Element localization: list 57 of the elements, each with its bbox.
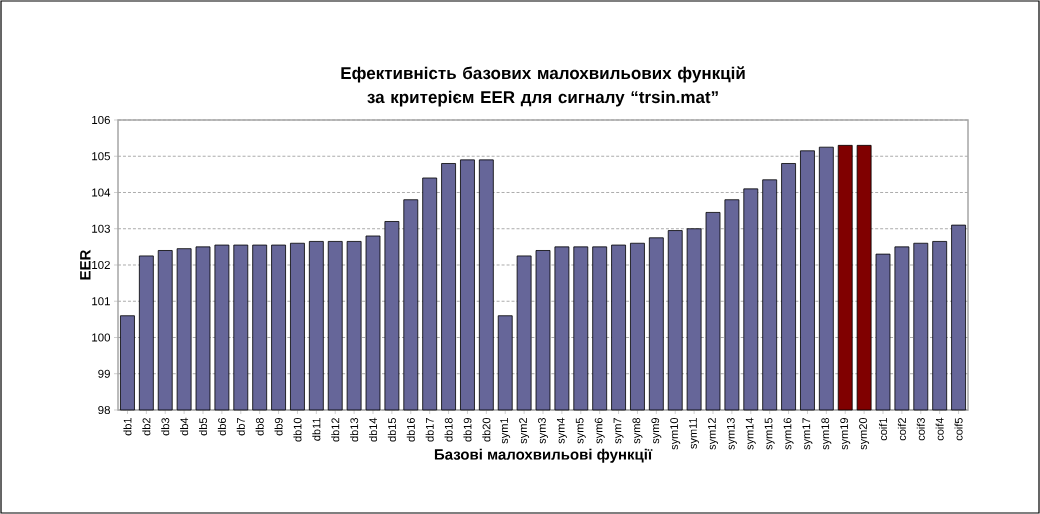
x-tick-label: db13 — [350, 417, 359, 442]
x-tick-label: coif3 — [916, 417, 925, 441]
x-tick-label: sym3 — [538, 417, 548, 444]
x-tick-label: sym15 — [764, 417, 775, 450]
y-tick-label: 98 — [98, 405, 110, 415]
x-tick-label: sym16 — [783, 417, 794, 450]
y-tick-label: 103 — [92, 224, 110, 233]
x-tick-label: sym20 — [859, 417, 870, 450]
x-tick-label: coif1 — [878, 418, 888, 441]
x-tick-label: sym4 — [556, 417, 567, 444]
x-tick-label: db1 — [123, 418, 132, 436]
y-tick-label: 104 — [92, 188, 111, 197]
x-tick-label: sym7 — [613, 418, 624, 444]
x-tick-label: db4 — [180, 417, 189, 436]
y-tick-label: 100 — [92, 333, 111, 342]
x-tick-label: coif5 — [954, 417, 963, 441]
y-tick-label: 99 — [98, 369, 110, 378]
x-tick-label: sym17 — [802, 418, 813, 450]
y-tick-label: 101 — [92, 297, 110, 306]
x-tick-label: db6 — [217, 417, 226, 436]
x-tick-label: db18 — [444, 417, 453, 442]
x-tick-label: sym5 — [575, 417, 586, 444]
x-tick-label: db8 — [255, 417, 264, 436]
x-tick-label: sym18 — [821, 417, 832, 450]
x-tick-label: coif2 — [897, 418, 906, 441]
y-tick-label: 105 — [92, 152, 110, 161]
x-tick-label: sym6 — [594, 417, 605, 444]
x-tick-label: db10 — [293, 417, 302, 442]
x-tick-label: sym9 — [651, 418, 662, 444]
y-tick-label: 106 — [92, 115, 110, 125]
x-tick-label: sym11 — [689, 418, 700, 449]
x-tick-label: db14 — [368, 417, 378, 442]
x-tick-label: sym2 — [519, 418, 530, 444]
x-tick-label: db2 — [142, 418, 151, 436]
x-tick-label: sym10 — [670, 417, 681, 450]
y-tick-label: 102 — [92, 260, 110, 270]
x-axis-title: Базові малохвильові функції — [434, 448, 653, 463]
y-axis-title: EER — [80, 249, 91, 280]
x-tick-label: db7 — [236, 418, 245, 436]
x-tick-label: db17 — [425, 418, 434, 442]
x-tick-label: sym12 — [708, 418, 718, 450]
x-tick-label: db9 — [274, 418, 283, 436]
x-tick-label: db19 — [463, 418, 472, 442]
x-tick-label: sym14 — [745, 417, 756, 450]
x-tick-label: db15 — [387, 417, 396, 442]
x-tick-label: db3 — [161, 417, 170, 436]
x-tick-label: sym1 — [500, 418, 511, 444]
x-tick-label: coif4 — [935, 417, 944, 441]
x-tick-label: db12 — [331, 418, 340, 442]
x-tick-label: sym8 — [632, 417, 643, 444]
x-tick-label: sym13 — [726, 417, 737, 450]
x-tick-label: db11 — [312, 418, 321, 441]
x-tick-label: sym19 — [840, 418, 851, 450]
x-tick-label: db20 — [482, 417, 491, 442]
x-tick-label: db5 — [198, 417, 208, 436]
chart-title: Ефективність базових малохвильових функцій за критерієм EER для сигналу “trsin.mat” — [341, 66, 745, 107]
x-tick-label: db16 — [406, 417, 415, 442]
